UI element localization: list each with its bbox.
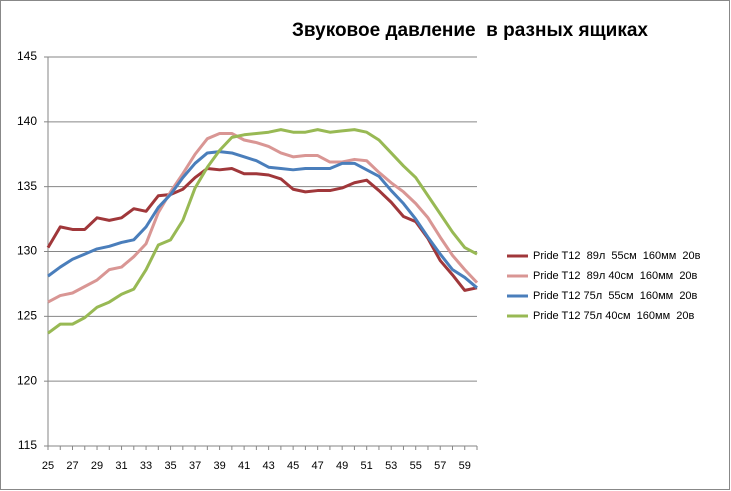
x-tick-label: 35 <box>164 460 176 472</box>
x-tick-label: 55 <box>410 460 422 472</box>
y-tick-label: 135 <box>17 179 37 193</box>
x-tick-label: 39 <box>213 460 225 472</box>
y-tick-label: 145 <box>17 49 37 63</box>
legend-label: Pride T12 89л 55см 160мм 20в <box>533 250 701 262</box>
x-tick-label: 59 <box>459 460 471 472</box>
x-tick-label: 27 <box>66 460 78 472</box>
x-tick-label: 45 <box>287 460 299 472</box>
legend-label: Pride T12 75л 40см 160мм 20в <box>533 310 694 322</box>
y-tick-label: 130 <box>17 244 37 258</box>
y-tick-label: 125 <box>17 309 37 323</box>
x-tick-label: 25 <box>42 460 54 472</box>
x-tick-label: 41 <box>238 460 250 472</box>
chart-title: Звуковое давление в разных ящиках <box>292 20 648 41</box>
x-tick-label: 49 <box>336 460 348 472</box>
x-tick-label: 57 <box>434 460 446 472</box>
x-tick-label: 43 <box>263 460 275 472</box>
x-tick-label: 51 <box>361 460 373 472</box>
x-tick-label: 37 <box>189 460 201 472</box>
x-tick-label: 31 <box>115 460 127 472</box>
series-line <box>46 167 478 292</box>
y-tick-label: 120 <box>17 373 37 387</box>
legend-label: Pride T12 89л 40см 160мм 20в <box>533 270 698 282</box>
series-line <box>47 132 479 304</box>
y-tick-label: 115 <box>18 438 37 452</box>
legend-label: Pride T12 75л 55см 160мм 20в <box>533 290 698 302</box>
series-line <box>47 150 478 289</box>
series-line <box>47 128 478 335</box>
x-tick-label: 47 <box>312 460 324 472</box>
x-tick-label: 29 <box>91 460 103 472</box>
x-tick-label: 33 <box>140 460 152 472</box>
y-tick-label: 140 <box>17 114 37 128</box>
x-tick-label: 53 <box>385 460 397 472</box>
